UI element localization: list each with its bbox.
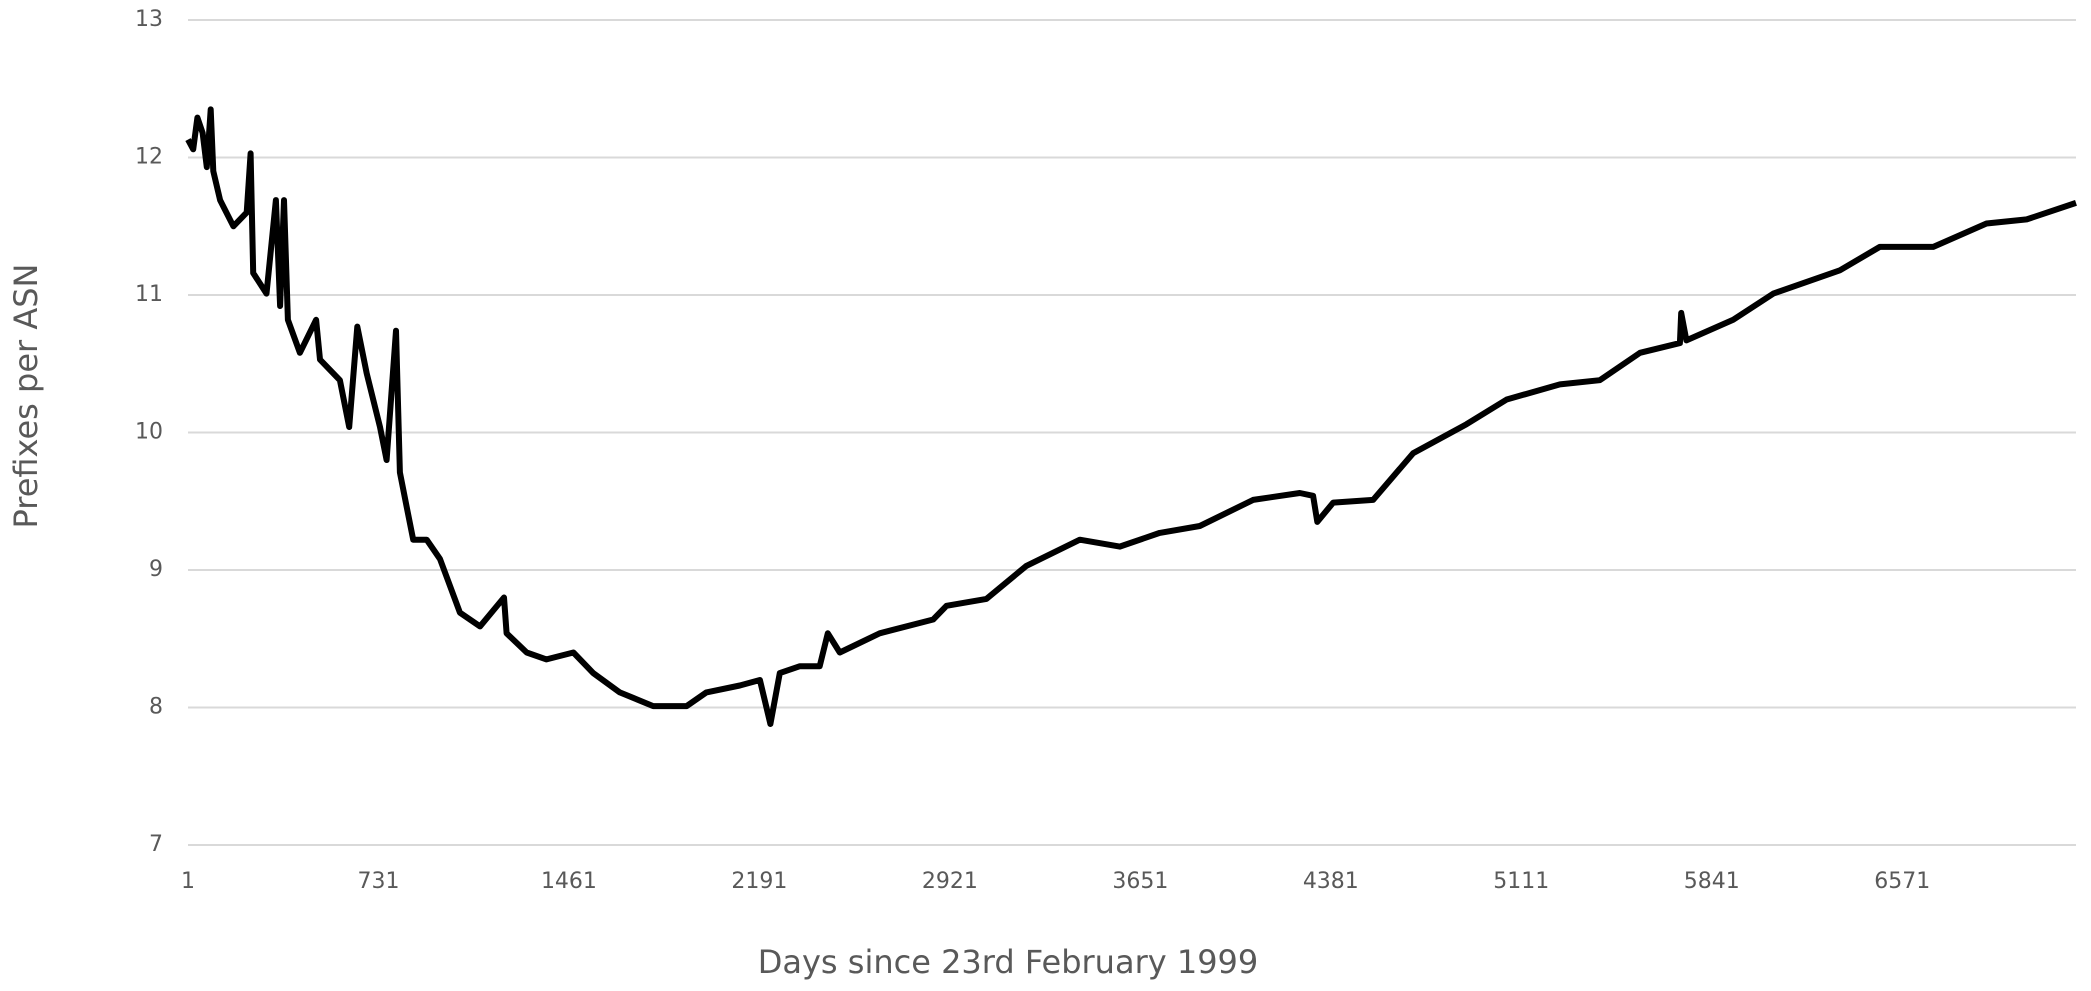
y-axis-title: Prefixes per ASN bbox=[7, 264, 45, 529]
x-tick-label: 2191 bbox=[731, 869, 787, 894]
x-tick-label: 1461 bbox=[541, 869, 597, 894]
x-tick-label: 1 bbox=[181, 869, 195, 894]
y-tick-label: 11 bbox=[135, 282, 163, 307]
y-tick-label: 8 bbox=[149, 695, 163, 720]
x-tick-label: 2921 bbox=[922, 869, 978, 894]
x-tick-label: 4381 bbox=[1303, 869, 1359, 894]
y-tick-label: 10 bbox=[135, 420, 163, 445]
x-tick-label: 6571 bbox=[1874, 869, 1930, 894]
y-tick-label: 7 bbox=[149, 832, 163, 857]
x-axis-title: Days since 23rd February 1999 bbox=[758, 943, 1259, 981]
x-tick-label: 5111 bbox=[1493, 869, 1549, 894]
x-tick-label: 731 bbox=[357, 869, 399, 894]
x-tick-label: 3651 bbox=[1112, 869, 1168, 894]
data-line bbox=[185, 106, 2077, 727]
y-tick-label: 13 bbox=[135, 7, 163, 32]
x-tick-label: 5841 bbox=[1684, 869, 1740, 894]
y-tick-label: 12 bbox=[135, 145, 163, 170]
y-tick-label: 9 bbox=[149, 557, 163, 582]
